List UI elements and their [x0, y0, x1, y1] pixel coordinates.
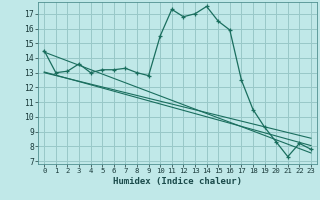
X-axis label: Humidex (Indice chaleur): Humidex (Indice chaleur) — [113, 177, 242, 186]
